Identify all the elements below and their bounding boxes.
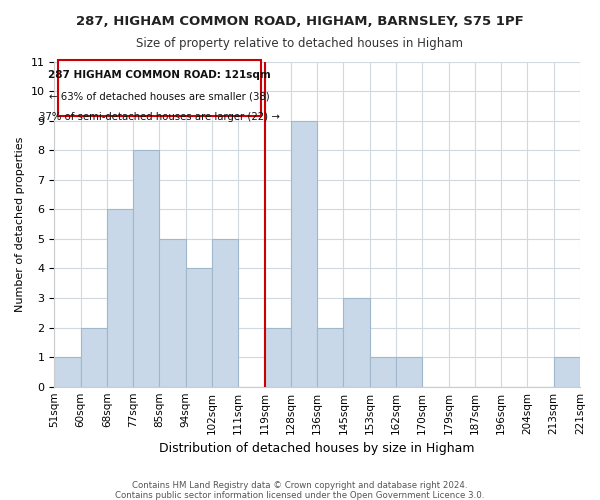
Bar — [212, 239, 238, 386]
Text: 287 HIGHAM COMMON ROAD: 121sqm: 287 HIGHAM COMMON ROAD: 121sqm — [48, 70, 271, 81]
Bar — [370, 357, 396, 386]
Text: Contains public sector information licensed under the Open Government Licence 3.: Contains public sector information licen… — [115, 490, 485, 500]
Text: 37% of semi-detached houses are larger (22) →: 37% of semi-detached houses are larger (… — [39, 112, 280, 122]
Bar — [265, 328, 291, 386]
Bar — [54, 357, 80, 386]
Bar — [80, 328, 107, 386]
Bar — [186, 268, 212, 386]
Text: Size of property relative to detached houses in Higham: Size of property relative to detached ho… — [137, 38, 464, 51]
Bar — [343, 298, 370, 386]
Bar — [133, 150, 160, 386]
Text: Contains HM Land Registry data © Crown copyright and database right 2024.: Contains HM Land Registry data © Crown c… — [132, 480, 468, 490]
Bar — [107, 210, 133, 386]
Bar — [160, 239, 186, 386]
Bar — [317, 328, 343, 386]
X-axis label: Distribution of detached houses by size in Higham: Distribution of detached houses by size … — [160, 442, 475, 455]
Bar — [554, 357, 580, 386]
Bar — [291, 120, 317, 386]
Bar — [396, 357, 422, 386]
Text: ← 63% of detached houses are smaller (38): ← 63% of detached houses are smaller (38… — [49, 91, 270, 101]
FancyBboxPatch shape — [58, 60, 260, 116]
Text: 287, HIGHAM COMMON ROAD, HIGHAM, BARNSLEY, S75 1PF: 287, HIGHAM COMMON ROAD, HIGHAM, BARNSLE… — [76, 15, 524, 28]
Y-axis label: Number of detached properties: Number of detached properties — [15, 136, 25, 312]
